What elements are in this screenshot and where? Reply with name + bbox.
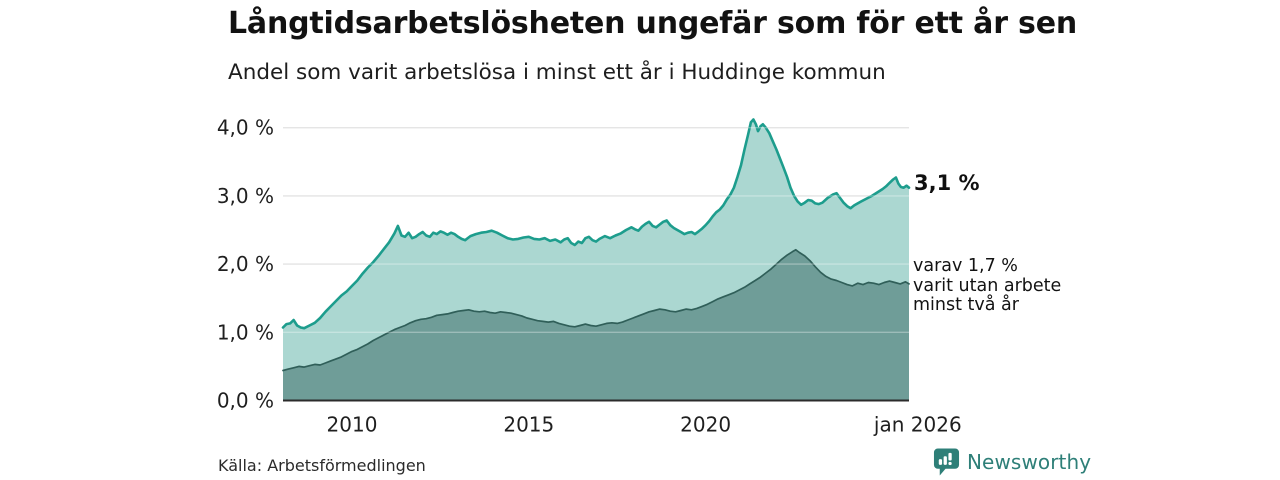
x-tick-label: 2010 — [327, 413, 378, 437]
line-series-2 — [282, 248, 910, 372]
newsworthy-brand: Newsworthy — [933, 447, 1091, 477]
x-tick-label: jan 2026 — [873, 413, 962, 437]
x-tick-label: 2020 — [680, 413, 731, 437]
y-tick-label: 4,0 % — [217, 116, 274, 140]
newsworthy-logo-icon — [933, 447, 960, 477]
y-tick-label: 2,0 % — [217, 252, 274, 276]
page-title: Långtidsarbetslösheten ungefär som för e… — [228, 6, 1078, 41]
y-tick-label: 3,0 % — [217, 184, 274, 208]
end-value-label-detail: varav 1,7 % varit utan arbete minst två … — [913, 256, 1062, 316]
source-caption: Källa: Arbetsförmedlingen — [218, 456, 426, 475]
y-tick-label: 1,0 % — [217, 320, 274, 344]
page-subtitle: Andel som varit arbetslösa i minst ett å… — [228, 60, 886, 85]
newsworthy-brand-text: Newsworthy — [967, 450, 1092, 474]
end-value-label-total: 3,1 % — [914, 171, 980, 195]
y-tick-label: 0,0 % — [217, 389, 274, 413]
end-detail-line-3: minst två år — [913, 295, 1019, 315]
end-detail-line-1: varav 1,7 % — [913, 256, 1018, 276]
area-series-2 — [283, 249, 909, 401]
line-series-1 — [281, 118, 911, 330]
end-detail-line-2: varit utan arbete — [913, 275, 1062, 296]
x-tick-label: 2015 — [503, 413, 554, 437]
